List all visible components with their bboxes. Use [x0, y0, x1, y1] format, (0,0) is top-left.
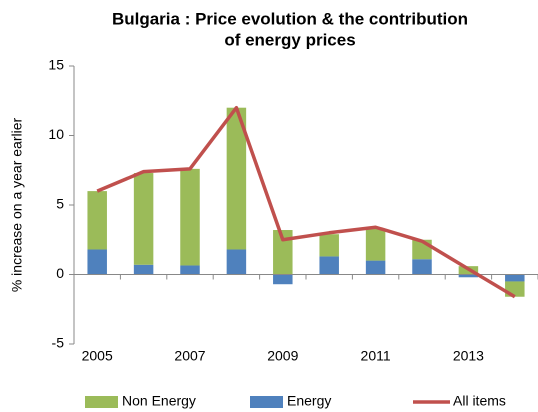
bar	[458, 274, 479, 278]
y-axis-label: % increase on a year earlier	[9, 118, 25, 293]
line	[96, 105, 516, 299]
bar	[87, 249, 107, 275]
bar	[226, 107, 247, 250]
y-tick-label: 0	[56, 265, 64, 281]
y-tick-label: 5	[56, 196, 64, 212]
bar	[365, 260, 386, 275]
legend-label: Energy	[287, 393, 331, 409]
chart-title: Bulgaria : Price evolution & the contrib…	[112, 9, 468, 28]
bar	[180, 265, 200, 275]
y-tick-label: 15	[48, 57, 64, 73]
bar	[133, 173, 154, 265]
bar	[133, 264, 154, 275]
x-tick-label: 2007	[174, 348, 205, 364]
chart-title: of energy prices	[224, 30, 355, 49]
bar	[226, 249, 247, 275]
bar	[319, 234, 339, 257]
y-tick-label: -5	[52, 335, 65, 351]
legend-swatch	[250, 396, 283, 408]
bar	[365, 228, 386, 261]
x-tick-label: 2005	[82, 348, 113, 364]
legend-label: Non Energy	[122, 393, 196, 409]
bar	[273, 230, 293, 275]
y-tick-label: 10	[48, 126, 64, 142]
bar	[180, 168, 200, 266]
legend-label: All items	[453, 393, 506, 409]
bar	[505, 274, 525, 282]
bar	[87, 191, 107, 250]
bar	[412, 259, 432, 275]
bar	[273, 274, 293, 285]
x-tick-label: 2013	[453, 348, 484, 364]
x-tick-label: 2009	[267, 348, 298, 364]
x-tick-label: 2011	[361, 348, 391, 364]
bar	[319, 256, 339, 275]
legend-swatch	[85, 396, 118, 408]
